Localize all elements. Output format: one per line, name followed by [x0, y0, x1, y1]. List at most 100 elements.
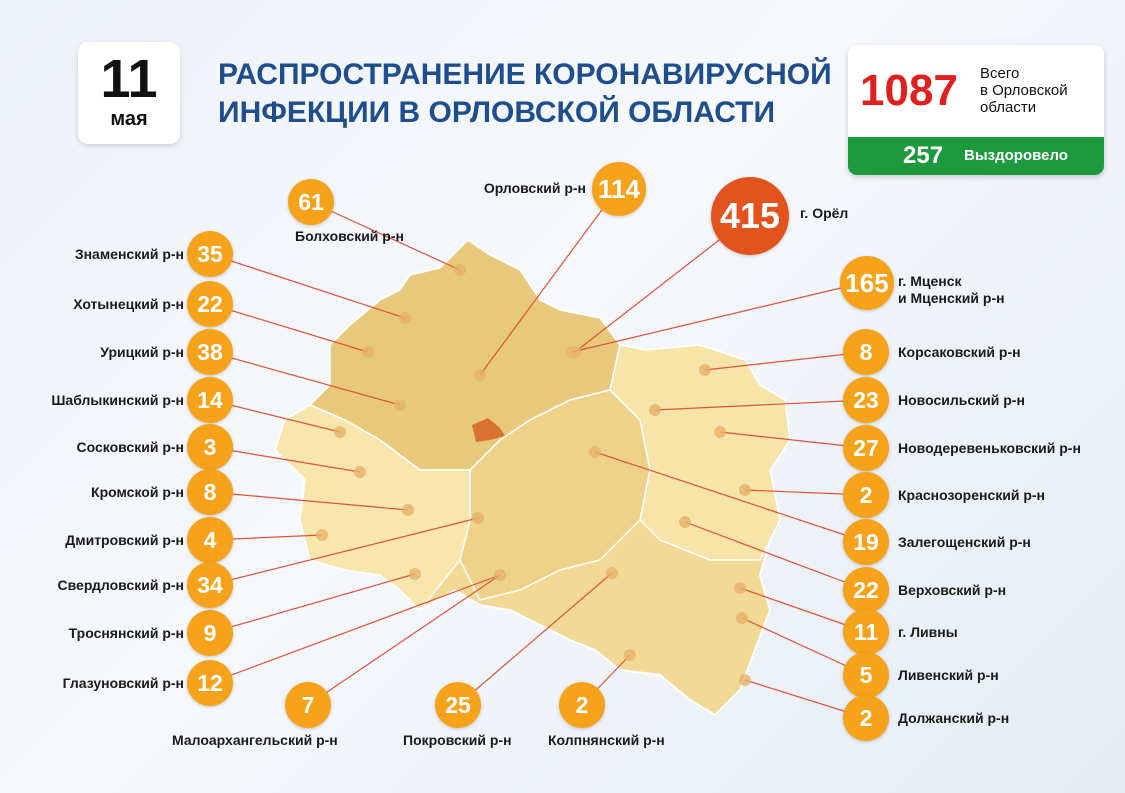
- district-name: Новосильский р-н: [898, 392, 1025, 409]
- district-name: Свердловский р-н: [58, 577, 185, 594]
- district-name: Сосковский р-н: [77, 439, 184, 456]
- date-card: 11 мая: [78, 42, 180, 144]
- district-name-line: Шаблыкинский р-н: [51, 392, 184, 408]
- district-count-badge: 114: [592, 162, 646, 216]
- district-name-line: г. Ливны: [898, 624, 958, 640]
- district-dot: [679, 516, 691, 528]
- district-count-badge: 2: [843, 472, 889, 518]
- leader-line: [457, 572, 613, 706]
- recovered-bar: 257 Выздоровело: [848, 137, 1104, 175]
- district-name: Знаменский р-н: [75, 246, 184, 263]
- district-count-badge: 22: [187, 281, 233, 327]
- district-count-badge: 8: [843, 329, 889, 375]
- district-dot: [354, 466, 366, 478]
- district-name-line: Дмитровский р-н: [65, 532, 184, 548]
- district-name-line: Урицкий р-н: [100, 344, 184, 360]
- leader-line: [209, 253, 406, 319]
- district-count-badge: 27: [843, 425, 889, 471]
- region-west-zone: [274, 404, 471, 612]
- total-label-1: Всего: [980, 65, 1020, 82]
- total-count: 1087: [860, 66, 958, 115]
- total-label: Всего в Орловской области: [980, 65, 1100, 116]
- district-name-line: г. Орёл: [800, 205, 849, 221]
- district-name: Корсаковский р-н: [898, 344, 1021, 361]
- leader-line: [209, 491, 409, 511]
- district-dot: [566, 346, 578, 358]
- leader-line: [571, 281, 867, 353]
- district-name: Хотынецкий р-н: [73, 296, 184, 313]
- district-count-badge: 34: [187, 562, 233, 608]
- district-name: Шаблыкинский р-н: [51, 392, 184, 409]
- district-dot: [714, 426, 726, 438]
- date-day: 11: [100, 49, 158, 109]
- district-count-badge: 415: [711, 177, 789, 255]
- district-count-badge: 61: [288, 179, 334, 225]
- district-name: Залегощенский р-н: [898, 534, 1031, 551]
- district-dot: [739, 674, 751, 686]
- district-count-badge: 12: [187, 660, 233, 706]
- district-dot: [589, 446, 601, 458]
- district-count-badge: 14: [187, 377, 233, 423]
- district-dot: [624, 649, 636, 661]
- district-dots: [316, 264, 751, 686]
- district-name: Урицкий р-н: [100, 344, 184, 361]
- district-count-badge: 22: [843, 567, 889, 613]
- leader-line: [594, 451, 867, 543]
- leader-line: [209, 573, 416, 634]
- district-name-line: Новодеревеньковский р-н: [898, 440, 1081, 456]
- district-count-badge: 35: [187, 231, 233, 277]
- district-count-badge: 11: [843, 609, 889, 655]
- district-dot: [334, 426, 346, 438]
- district-name: Дмитровский р-н: [65, 532, 184, 549]
- district-dot: [409, 568, 421, 580]
- leader-line: [209, 517, 479, 586]
- title-line-1: РАСПРОСТРАНЕНИЕ КОРОНАВИРУСНОЙ: [218, 58, 832, 91]
- district-name-line: Орловский р-н: [483, 180, 586, 196]
- district-count-badge: 3: [187, 424, 233, 470]
- district-count-badge: 2: [843, 695, 889, 741]
- leader-line: [209, 446, 361, 473]
- district-name: Троснянский р-н: [69, 625, 184, 642]
- district-count-badge: 4: [187, 517, 233, 563]
- district-name: Краснозоренский р-н: [898, 487, 1045, 504]
- leader-line: [479, 187, 619, 376]
- district-name-line: Ливенский р-н: [898, 667, 999, 683]
- district-name-line: Корсаковский р-н: [898, 344, 1021, 360]
- leader-line: [684, 521, 867, 591]
- region-east-zone: [609, 344, 791, 561]
- district-name: г. Орёл: [800, 205, 848, 222]
- district-count-badge: 7: [285, 682, 331, 728]
- district-name: г. Мценск и Мценский р-н: [898, 273, 1005, 307]
- district-dot: [494, 569, 506, 581]
- totals-top: 1087 Всего в Орловской области: [848, 45, 1104, 137]
- leader-line: [307, 574, 501, 706]
- district-count-badge: 5: [843, 652, 889, 698]
- district-count-badge: 23: [843, 377, 889, 423]
- district-name-line: г. Мценск: [898, 273, 962, 289]
- leader-line: [719, 431, 867, 449]
- district-name-line: Покровский р-н: [403, 732, 512, 748]
- district-name-line: Новосильский р-н: [898, 392, 1025, 408]
- recovered-label: Выздоровело: [964, 147, 1068, 164]
- district-name: г. Ливны: [898, 624, 958, 641]
- total-label-3: области: [980, 99, 1037, 116]
- district-name-line: Сосковский р-н: [76, 439, 184, 455]
- district-name: Верховский р-н: [898, 582, 1006, 599]
- total-label-2: в Орловской: [980, 82, 1068, 99]
- leader-line: [310, 201, 461, 271]
- title-line-2: ИНФЕКЦИИ В ОРЛОВСКОЙ ОБЛАСТИ: [218, 96, 776, 129]
- district-name: Колпнянский р-н: [548, 732, 665, 749]
- leader-line: [209, 351, 401, 406]
- district-name-line: и Мценский р-н: [898, 290, 1005, 306]
- district-name: Орловский р-н: [484, 180, 586, 197]
- district-name-line: Хотынецкий р-н: [73, 296, 184, 312]
- district-name-line: Троснянский р-н: [68, 625, 184, 641]
- date-month: мая: [110, 108, 148, 130]
- district-dot: [454, 264, 466, 276]
- district-count-badge: 38: [187, 329, 233, 375]
- district-dot: [399, 312, 411, 324]
- district-dot: [362, 346, 374, 358]
- district-dot: [734, 582, 746, 594]
- orel-city-shape: [472, 418, 505, 442]
- district-name-line: Глазуновский р-н: [62, 675, 184, 691]
